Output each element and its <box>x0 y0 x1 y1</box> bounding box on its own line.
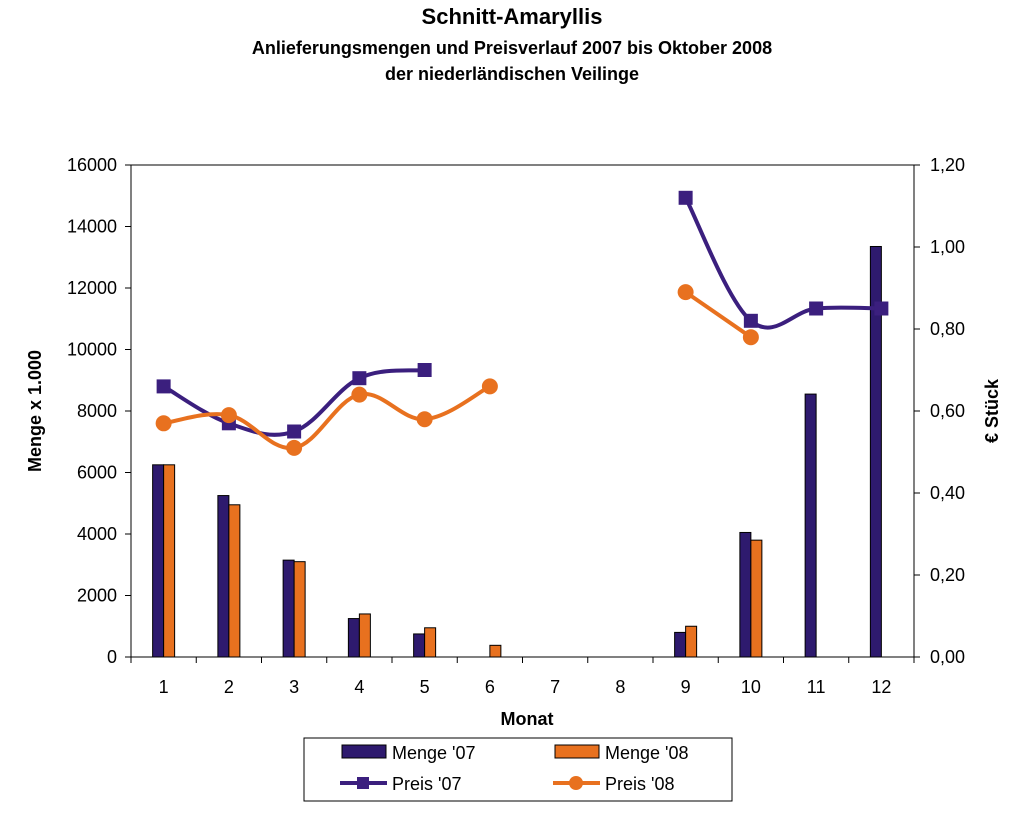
y2-axis-title: € Stück <box>982 378 1002 443</box>
point-preis-08-9 <box>677 284 694 301</box>
bar-menge-08-6 <box>489 644 502 658</box>
y-tick-label: 6000 <box>77 463 117 483</box>
bar-menge-08-4 <box>358 613 371 658</box>
y2-tick-label: 1,20 <box>930 155 965 175</box>
y-tick-label: 10000 <box>67 340 117 360</box>
point-preis-07-9 <box>678 190 693 205</box>
point-preis-08-6 <box>481 378 498 395</box>
legend-swatch-menge-07 <box>341 744 387 759</box>
bar-menge-08-3 <box>293 561 306 658</box>
x-tick-label: 12 <box>871 677 891 697</box>
y-tick-label: 4000 <box>77 524 117 544</box>
x-axis-title: Monat <box>501 709 554 729</box>
x-tick-label: 5 <box>420 677 430 697</box>
point-preis-08-4 <box>351 386 368 403</box>
bar-menge-07-11 <box>804 393 817 658</box>
y-tick-label: 2000 <box>77 586 117 606</box>
legend-marker-preis-07 <box>357 777 369 789</box>
bar-menge-07-9 <box>674 631 687 658</box>
chart-subtitle-line-2: der niederländischen Veilinge <box>384 64 640 84</box>
y2-tick-label: 1,00 <box>930 237 965 257</box>
y-tick-label: 16000 <box>67 155 117 175</box>
legend-swatch-menge-08 <box>554 744 600 759</box>
bar-menge-07-2 <box>217 495 230 658</box>
x-tick-label: 1 <box>159 677 169 697</box>
x-tick-label: 3 <box>289 677 299 697</box>
bar-menge-07-4 <box>347 618 360 658</box>
bar-menge-07-1 <box>152 464 165 658</box>
point-preis-07-5 <box>417 363 432 377</box>
bar-menge-08-2 <box>228 504 241 658</box>
bar-menge-08-9 <box>685 625 698 658</box>
line-preis-08 <box>684 290 753 339</box>
y-tick-label: 0 <box>107 647 117 667</box>
tick-labels-layer: 0 2000 4000 6000 8000 10000 12000 14000 16000 0,0… <box>67 155 965 697</box>
legend-marker-preis-08 <box>569 776 583 790</box>
legend: Menge '07 Menge '08 Preis '07 Preis '08 <box>303 737 733 802</box>
bar-menge-08-10 <box>750 539 763 658</box>
bar-menge-08-5 <box>424 627 437 658</box>
bar-menge-07-3 <box>282 559 295 658</box>
x-tick-label: 2 <box>224 677 234 697</box>
legend-label-menge-07: Menge '07 <box>392 743 476 763</box>
y2-tick-label: 0,60 <box>930 401 965 421</box>
point-preis-07-12 <box>874 301 889 316</box>
bars-layer <box>152 245 882 658</box>
point-preis-08-1 <box>155 415 172 432</box>
x-tick-label: 6 <box>485 677 495 697</box>
point-preis-08-2 <box>220 407 237 424</box>
y2-tick-label: 0,00 <box>930 647 965 667</box>
y-tick-label: 8000 <box>77 401 117 421</box>
legend-label-preis-07: Preis '07 <box>392 774 461 794</box>
point-preis-07-4 <box>352 371 367 386</box>
y-tick-label: 12000 <box>67 278 117 298</box>
chart-subtitle-line-1: Anlieferungsmengen und Preisverlauf 2007… <box>251 38 773 58</box>
legend-label-menge-08: Menge '08 <box>605 743 689 763</box>
y2-tick-label: 0,40 <box>930 483 965 503</box>
point-preis-07-11 <box>809 301 824 316</box>
point-preis-07-3 <box>287 424 302 439</box>
point-preis-07-1 <box>156 379 171 394</box>
bar-menge-07-10 <box>739 531 752 658</box>
x-tick-label: 8 <box>615 677 625 697</box>
lines-layer <box>155 190 889 456</box>
x-tick-label: 4 <box>354 677 364 697</box>
point-preis-08-3 <box>286 439 303 456</box>
x-tick-label: 9 <box>681 677 691 697</box>
y-axis-title: Menge x 1.000 <box>25 350 45 472</box>
legend-label-preis-08: Preis '08 <box>605 774 674 794</box>
bar-menge-07-5 <box>413 633 426 658</box>
y2-tick-label: 0,20 <box>930 565 965 585</box>
line-preis-07 <box>683 196 882 330</box>
chart-title: Schnitt-Amaryllis <box>421 4 603 29</box>
y2-tick-label: 0,80 <box>930 319 965 339</box>
x-tick-label: 11 <box>807 677 826 697</box>
point-preis-08-10 <box>742 329 759 346</box>
point-preis-08-5 <box>416 411 433 428</box>
bar-menge-08-1 <box>163 464 176 658</box>
axes-layer <box>125 164 920 663</box>
x-tick-label: 7 <box>550 677 560 697</box>
y-tick-label: 14000 <box>67 217 117 237</box>
x-tick-label: 10 <box>741 677 761 697</box>
point-preis-07-10 <box>743 313 758 328</box>
